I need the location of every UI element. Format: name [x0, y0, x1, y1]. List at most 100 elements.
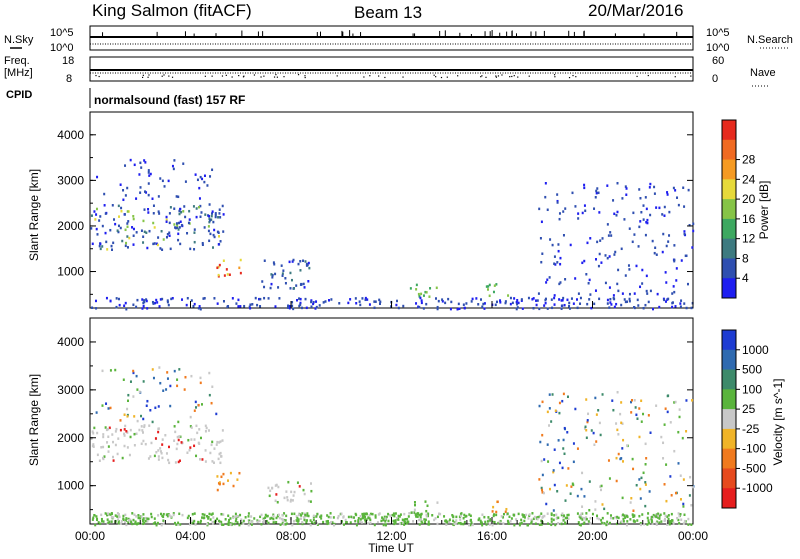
- echo-cell: [222, 513, 225, 516]
- echo-cell: [199, 307, 202, 311]
- echo-cell: [671, 305, 674, 309]
- noise-traces: [90, 30, 693, 45]
- freq-dot: [243, 75, 245, 77]
- echo-cell: [595, 189, 598, 193]
- freq-dot: [433, 74, 435, 76]
- echo-cell: [118, 215, 121, 218]
- echo-cell: [408, 512, 411, 515]
- echo-cell: [666, 394, 669, 398]
- echo-cell: [133, 443, 136, 447]
- echo-cell: [688, 224, 691, 227]
- echo-cell: [302, 516, 305, 519]
- echo-cell: [633, 520, 636, 523]
- echo-cell: [674, 305, 677, 308]
- echo-cell: [595, 191, 598, 195]
- echo-cell: [354, 297, 357, 300]
- echo-cell: [557, 522, 560, 525]
- freq-dot: [98, 75, 100, 78]
- echo-cell: [305, 521, 308, 524]
- echo-cell: [297, 518, 300, 521]
- echo-cell: [691, 399, 694, 402]
- echo-cell: [538, 207, 541, 211]
- echo-cell: [168, 231, 171, 234]
- echo-cell: [167, 303, 170, 307]
- echo-cell: [309, 519, 312, 522]
- echo-cell: [125, 307, 128, 311]
- echo-cell: [425, 291, 428, 294]
- echo-cell: [299, 297, 302, 301]
- echo-cell: [603, 507, 606, 511]
- colorbar-tick-label: -500: [742, 461, 766, 475]
- echo-cell: [140, 425, 143, 428]
- echo-cell: [263, 296, 266, 300]
- echo-cell: [664, 271, 667, 274]
- echo-cell: [147, 211, 150, 214]
- echo-cell: [676, 196, 679, 199]
- echo-cell: [128, 453, 131, 457]
- echo-cell: [566, 395, 569, 399]
- echo-cell: [167, 445, 170, 449]
- echo-cell: [221, 204, 224, 208]
- echo-cell: [193, 438, 196, 441]
- echo-cell: [620, 303, 623, 307]
- echo-cell: [632, 211, 635, 215]
- echo-cell: [644, 504, 647, 508]
- echo-cell: [647, 300, 650, 304]
- echo-cell: [214, 215, 217, 219]
- echo-cell: [199, 436, 202, 440]
- echo-cell: [195, 215, 198, 219]
- echo-cell: [106, 441, 109, 444]
- echo-cell: [563, 452, 566, 456]
- echo-cell: [131, 512, 134, 515]
- freq-dot: [435, 76, 437, 78]
- echo-cell: [97, 521, 100, 524]
- echo-cell: [333, 523, 336, 527]
- echo-cell: [657, 514, 660, 518]
- echo-cell: [176, 378, 179, 381]
- echo-cell: [135, 231, 138, 234]
- y-tick-label: 4000: [57, 128, 84, 142]
- echo-cell: [206, 522, 209, 526]
- echo-cell: [651, 515, 654, 519]
- echo-cell: [522, 514, 525, 517]
- echo-cell: [581, 471, 584, 475]
- echo-cell: [606, 256, 609, 260]
- echo-cell: [434, 297, 437, 300]
- echo-cell: [132, 214, 135, 218]
- echo-cell: [100, 513, 103, 517]
- noise-tick-right-bottom: 10^0: [706, 42, 730, 54]
- echo-cell: [559, 262, 562, 266]
- echo-cell: [661, 250, 664, 254]
- echo-cell: [276, 500, 279, 504]
- echo-cell: [506, 512, 509, 515]
- echo-cell: [345, 521, 348, 524]
- echo-cell: [572, 483, 575, 487]
- echo-cell: [157, 514, 160, 517]
- echo-cell: [365, 518, 368, 521]
- echo-cell: [203, 296, 206, 300]
- echo-cell: [562, 210, 565, 213]
- echo-cell: [268, 494, 271, 498]
- echo-cell: [462, 522, 465, 526]
- echo-cell: [635, 264, 638, 268]
- echo-cell: [548, 487, 551, 491]
- echo-cell: [359, 520, 362, 524]
- echo-cell: [516, 298, 519, 302]
- echo-cell: [564, 499, 567, 502]
- echo-cell: [625, 514, 628, 518]
- echo-cell: [588, 298, 591, 301]
- echo-cell: [225, 268, 228, 271]
- echo-cell: [254, 296, 257, 300]
- echo-cell: [165, 452, 168, 455]
- echo-cell: [624, 185, 627, 188]
- echo-cell: [145, 299, 148, 303]
- echo-cell: [116, 515, 119, 518]
- echo-cell: [425, 513, 428, 517]
- echo-cell: [420, 301, 423, 305]
- colorbar-swatch: [722, 428, 736, 450]
- echo-cell: [145, 298, 148, 301]
- echo-cell: [269, 286, 272, 290]
- echo-cell: [562, 515, 565, 519]
- echo-cell: [206, 184, 209, 187]
- echo-cell: [267, 297, 270, 300]
